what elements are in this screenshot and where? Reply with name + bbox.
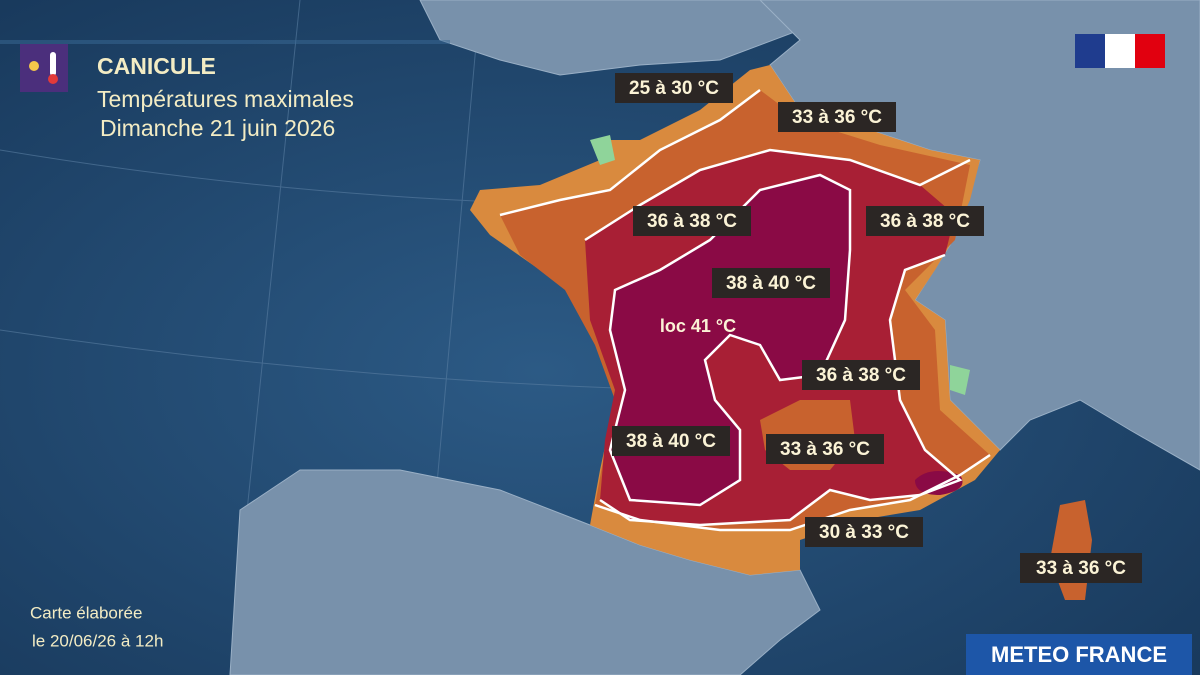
temp-label: 33 à 36 °C — [792, 107, 882, 128]
temp-label: 36 à 38 °C — [880, 211, 970, 232]
local-max-label: loc 41 °C — [660, 316, 736, 336]
label-box — [805, 517, 923, 547]
label-box — [766, 434, 884, 464]
subtitle: Températures maximales — [97, 86, 354, 112]
icon-sun — [29, 61, 39, 71]
note: Carte élaborée — [30, 603, 142, 622]
temp-label: 33 à 36 °C — [1036, 558, 1126, 579]
brand: METEO FRANCE — [991, 642, 1167, 667]
header-rule — [0, 40, 450, 44]
temp-label: 38 à 40 °C — [726, 273, 816, 294]
icon-thermo — [50, 52, 56, 76]
flag-blue — [1075, 34, 1105, 68]
temp-label: 30 à 33 °C — [819, 522, 909, 543]
label-box — [712, 268, 830, 298]
label-box — [802, 360, 920, 390]
brand-box — [966, 634, 1192, 675]
zone-green — [950, 365, 970, 395]
isotherm — [608, 173, 852, 507]
zone-green — [590, 135, 615, 165]
temp-label: 25 à 30 °C — [629, 78, 719, 99]
title: CANICULE — [97, 53, 216, 79]
label-box — [866, 206, 984, 236]
note: le 20/06/26 à 12h — [32, 631, 163, 650]
label-box — [1020, 553, 1142, 583]
icon — [20, 44, 68, 92]
zone-38-40 — [610, 175, 850, 505]
temp-label: 36 à 38 °C — [647, 211, 737, 232]
label-box — [778, 102, 896, 132]
label-box — [612, 426, 730, 456]
flag-white — [1105, 34, 1135, 68]
icon-bulb — [48, 74, 58, 84]
temp-label: 38 à 40 °C — [626, 431, 716, 452]
label-box — [633, 206, 751, 236]
label-box — [615, 73, 733, 103]
date: Dimanche 21 juin 2026 — [100, 115, 335, 141]
flag-red — [1135, 34, 1165, 68]
temp-label: 33 à 36 °C — [780, 439, 870, 460]
zone-38-40-south — [915, 471, 963, 495]
temp-label: 36 à 38 °C — [816, 365, 906, 386]
